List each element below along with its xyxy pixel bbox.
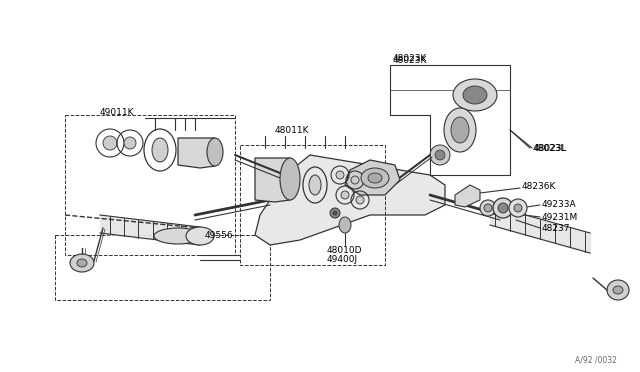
- Text: 48011K: 48011K: [275, 125, 310, 135]
- Ellipse shape: [451, 117, 469, 143]
- Ellipse shape: [341, 191, 349, 199]
- Text: 48236K: 48236K: [522, 182, 556, 190]
- Ellipse shape: [333, 211, 337, 215]
- Polygon shape: [255, 158, 290, 202]
- Text: 49231M: 49231M: [542, 212, 579, 221]
- Ellipse shape: [330, 208, 340, 218]
- Bar: [65, 115, 235, 255]
- Ellipse shape: [430, 145, 450, 165]
- Polygon shape: [345, 160, 400, 195]
- Text: 49556: 49556: [205, 231, 234, 240]
- Ellipse shape: [463, 86, 487, 104]
- Ellipse shape: [514, 204, 522, 212]
- Ellipse shape: [484, 204, 492, 212]
- Ellipse shape: [186, 227, 214, 245]
- Ellipse shape: [124, 137, 136, 149]
- Text: 48023L: 48023L: [534, 144, 568, 153]
- Ellipse shape: [154, 228, 202, 244]
- Polygon shape: [178, 138, 215, 168]
- Polygon shape: [255, 155, 445, 245]
- Ellipse shape: [480, 200, 496, 216]
- Ellipse shape: [207, 138, 223, 166]
- Bar: [240, 145, 385, 265]
- Polygon shape: [455, 185, 480, 207]
- Ellipse shape: [152, 138, 168, 162]
- Ellipse shape: [351, 176, 359, 184]
- Ellipse shape: [509, 199, 527, 217]
- Ellipse shape: [607, 280, 629, 300]
- Text: 48010D: 48010D: [327, 246, 362, 254]
- Text: 48023L: 48023L: [533, 144, 566, 153]
- Text: 48023K: 48023K: [393, 54, 428, 62]
- Ellipse shape: [453, 79, 497, 111]
- Ellipse shape: [77, 259, 87, 267]
- Ellipse shape: [613, 286, 623, 294]
- Text: 48237: 48237: [542, 224, 570, 232]
- Ellipse shape: [339, 217, 351, 233]
- Ellipse shape: [309, 175, 321, 195]
- Ellipse shape: [444, 108, 476, 152]
- Ellipse shape: [280, 158, 300, 200]
- Ellipse shape: [368, 173, 382, 183]
- Ellipse shape: [70, 254, 94, 272]
- Text: A/92 /0032: A/92 /0032: [575, 356, 617, 365]
- Text: 49400J: 49400J: [327, 256, 358, 264]
- Text: 49233A: 49233A: [542, 199, 577, 208]
- Text: 48023K: 48023K: [393, 55, 428, 64]
- Ellipse shape: [361, 168, 389, 188]
- Ellipse shape: [493, 198, 513, 218]
- Ellipse shape: [498, 203, 508, 213]
- Ellipse shape: [336, 171, 344, 179]
- Ellipse shape: [356, 196, 364, 204]
- Text: 49011K: 49011K: [100, 108, 134, 116]
- Ellipse shape: [435, 150, 445, 160]
- Bar: [55, 235, 270, 300]
- Ellipse shape: [103, 136, 117, 150]
